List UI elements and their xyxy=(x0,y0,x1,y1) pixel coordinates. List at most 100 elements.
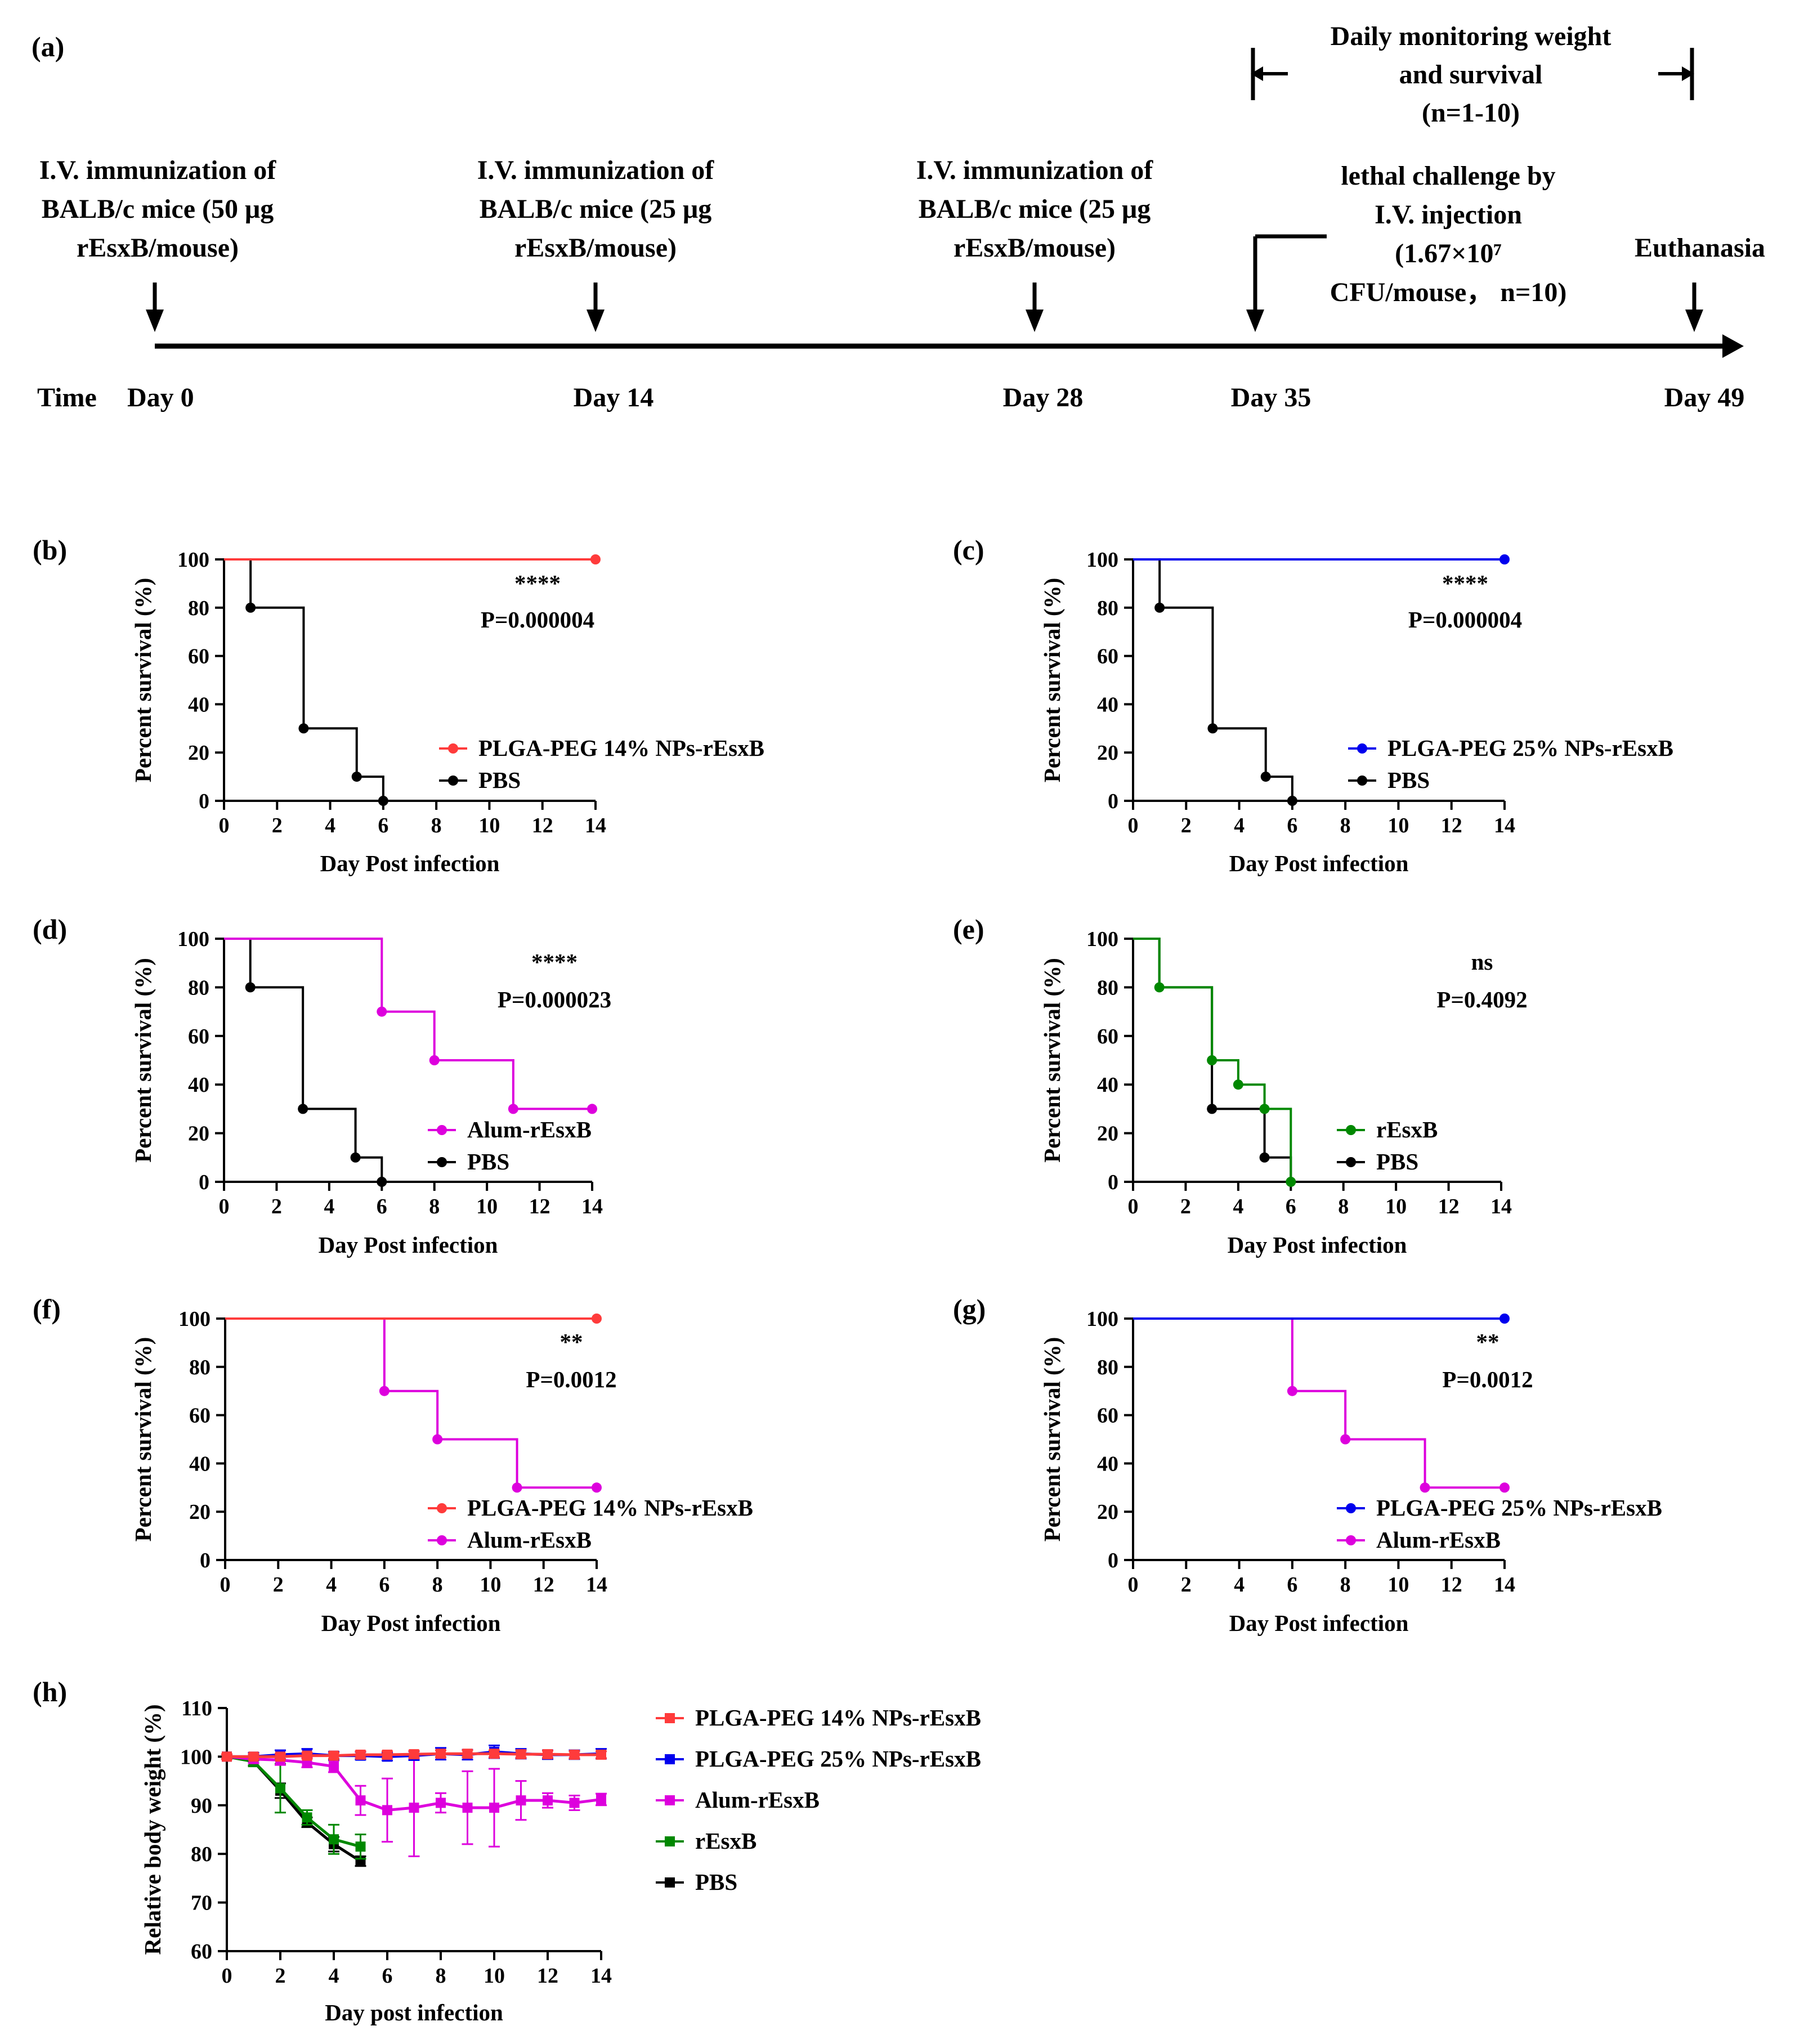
data-point xyxy=(432,1434,443,1445)
chart-g: (g) 0 2 4 6 8 10 12 14 0 20 40 60 80 100 Day Post infec… xyxy=(953,1293,1662,1636)
data-point xyxy=(436,1749,446,1759)
survival-step-line xyxy=(224,558,384,801)
x-tick-label: 4 xyxy=(324,1195,334,1218)
y-tick-label: 40 xyxy=(188,693,209,716)
monitoring-line-3: (n=1-10) xyxy=(1422,98,1520,128)
significance-label: ** xyxy=(560,1329,583,1355)
panel-label-h: (h) xyxy=(33,1676,67,1707)
timeline-panel: (a) I.V. immunization of BALB/c mice (50… xyxy=(32,21,1765,413)
legend-label: PBS xyxy=(478,767,521,793)
data-point xyxy=(1154,982,1165,993)
data-point xyxy=(350,1152,361,1163)
series-pbs xyxy=(221,1751,366,1867)
x-tick-label: 4 xyxy=(329,1964,339,1988)
x-tick-label: 10 xyxy=(476,1195,498,1218)
y-axis-title: Percent survival (%) xyxy=(1039,958,1065,1163)
y-tick-label: 20 xyxy=(188,741,209,765)
monitoring-line-2: and survival xyxy=(1399,60,1543,89)
x-tick-label: 6 xyxy=(378,814,388,837)
x-tick-label: 4 xyxy=(326,1573,337,1597)
y-tick-label: 60 xyxy=(188,645,209,669)
y-tick-label: 60 xyxy=(188,1025,209,1048)
data-point xyxy=(379,1386,390,1396)
data-point xyxy=(512,1482,522,1493)
data-point xyxy=(1499,554,1510,564)
legend-swatch-marker xyxy=(448,743,458,754)
challenge-line-2: I.V. injection xyxy=(1375,200,1522,230)
legend-label: rEsxB xyxy=(1376,1117,1438,1142)
data-point xyxy=(489,1803,499,1813)
data-point xyxy=(462,1749,473,1759)
data-point xyxy=(1420,1482,1430,1493)
euthanasia-label: Euthanasia xyxy=(1635,233,1765,263)
survival-step-line xyxy=(1133,1317,1505,1489)
data-point xyxy=(382,1805,392,1816)
series-plga-peg-25-nps-resxb xyxy=(1133,554,1510,564)
day-label-0: Day 0 xyxy=(127,383,194,413)
data-point xyxy=(543,1795,553,1806)
arrow-day28 xyxy=(1026,283,1044,332)
data-point xyxy=(543,1749,553,1760)
x-tick-label: 6 xyxy=(1286,1195,1296,1218)
x-tick-label: 12 xyxy=(1441,814,1462,837)
significance-label: **** xyxy=(531,949,578,975)
x-tick-label: 4 xyxy=(1233,1195,1243,1218)
legend-item: rEsxB xyxy=(1337,1117,1438,1142)
legend-label: PBS xyxy=(695,1869,737,1895)
data-point xyxy=(516,1749,526,1760)
arrow-day14 xyxy=(587,283,605,332)
y-tick-label: 80 xyxy=(1097,597,1118,620)
data-point xyxy=(1207,1104,1217,1114)
monitoring-bracket xyxy=(1251,48,1694,100)
y-axis-title: Percent survival (%) xyxy=(130,578,156,783)
y-axis-title: Relative body weight (%) xyxy=(140,1704,165,1955)
x-axis-title: Day Post infection xyxy=(319,1232,498,1258)
data-point xyxy=(1340,1434,1351,1445)
legend-label: PBS xyxy=(1376,1149,1418,1175)
data-point xyxy=(1287,796,1297,806)
survival-step-line xyxy=(1133,558,1293,801)
immunization-2-line-1: I.V. immunization of xyxy=(477,155,715,185)
panel-label-f: (f) xyxy=(33,1293,61,1325)
data-point xyxy=(592,1314,602,1324)
legend-item: Alum-rEsxB xyxy=(1337,1527,1501,1553)
y-tick-label: 0 xyxy=(200,1549,211,1572)
p-value-label: P=0.0012 xyxy=(526,1366,616,1392)
legend-label: Alum-rEsxB xyxy=(695,1787,820,1813)
y-tick-label: 100 xyxy=(177,548,209,572)
legend-item: PLGA-PEG 14% NPs-rEsxB xyxy=(428,1495,753,1521)
y-tick-label: 20 xyxy=(1097,1500,1118,1524)
y-tick-label: 0 xyxy=(1108,1549,1118,1572)
chart-c: (c) 0 2 4 6 8 10 12 14 0 20 40 60 80 100 Day Post infec… xyxy=(953,534,1673,876)
y-tick-label: 40 xyxy=(1097,1073,1118,1097)
series-pbs xyxy=(224,938,387,1187)
data-point xyxy=(1207,723,1218,734)
x-tick-label: 8 xyxy=(1338,1195,1349,1218)
y-tick-label: 0 xyxy=(199,790,209,813)
challenge-line-1: lethal challenge by xyxy=(1341,161,1555,191)
x-tick-label: 4 xyxy=(1234,1573,1245,1597)
survival-step-line xyxy=(224,938,592,1110)
data-point xyxy=(596,1749,606,1760)
chart-h: (h) 0 2 4 6 8 10 12 14 60 70 80 90 100 110 Day post inf… xyxy=(33,1676,981,2025)
legend-item: PBS xyxy=(428,1149,509,1175)
data-point xyxy=(590,554,601,564)
x-tick-label: 2 xyxy=(275,1964,286,1988)
legend-swatch-marker xyxy=(437,1157,447,1167)
series-plga-peg-14-nps-resxb xyxy=(224,554,601,564)
data-point xyxy=(222,1751,232,1762)
data-point xyxy=(569,1798,580,1808)
panel-label-g: (g) xyxy=(953,1293,986,1325)
y-tick-label: 100 xyxy=(178,1307,211,1331)
y-tick-label: 100 xyxy=(1086,548,1118,572)
x-axis-title: Day post infection xyxy=(325,2000,503,2025)
data-point xyxy=(596,1794,606,1805)
data-point xyxy=(248,1751,259,1762)
legend-swatch-marker xyxy=(665,1713,675,1723)
x-axis-title: Day Post infection xyxy=(1228,1232,1407,1258)
data-point xyxy=(462,1803,473,1813)
legend-item: PBS xyxy=(656,1869,737,1895)
significance-label: ns xyxy=(1471,949,1493,975)
chart-b: (b) 0 2 4 6 8 10 12 14 0 20 40 60 80 100 Day Post infec… xyxy=(33,534,764,876)
legend-item: PLGA-PEG 14% NPs-rEsxB xyxy=(439,735,764,761)
